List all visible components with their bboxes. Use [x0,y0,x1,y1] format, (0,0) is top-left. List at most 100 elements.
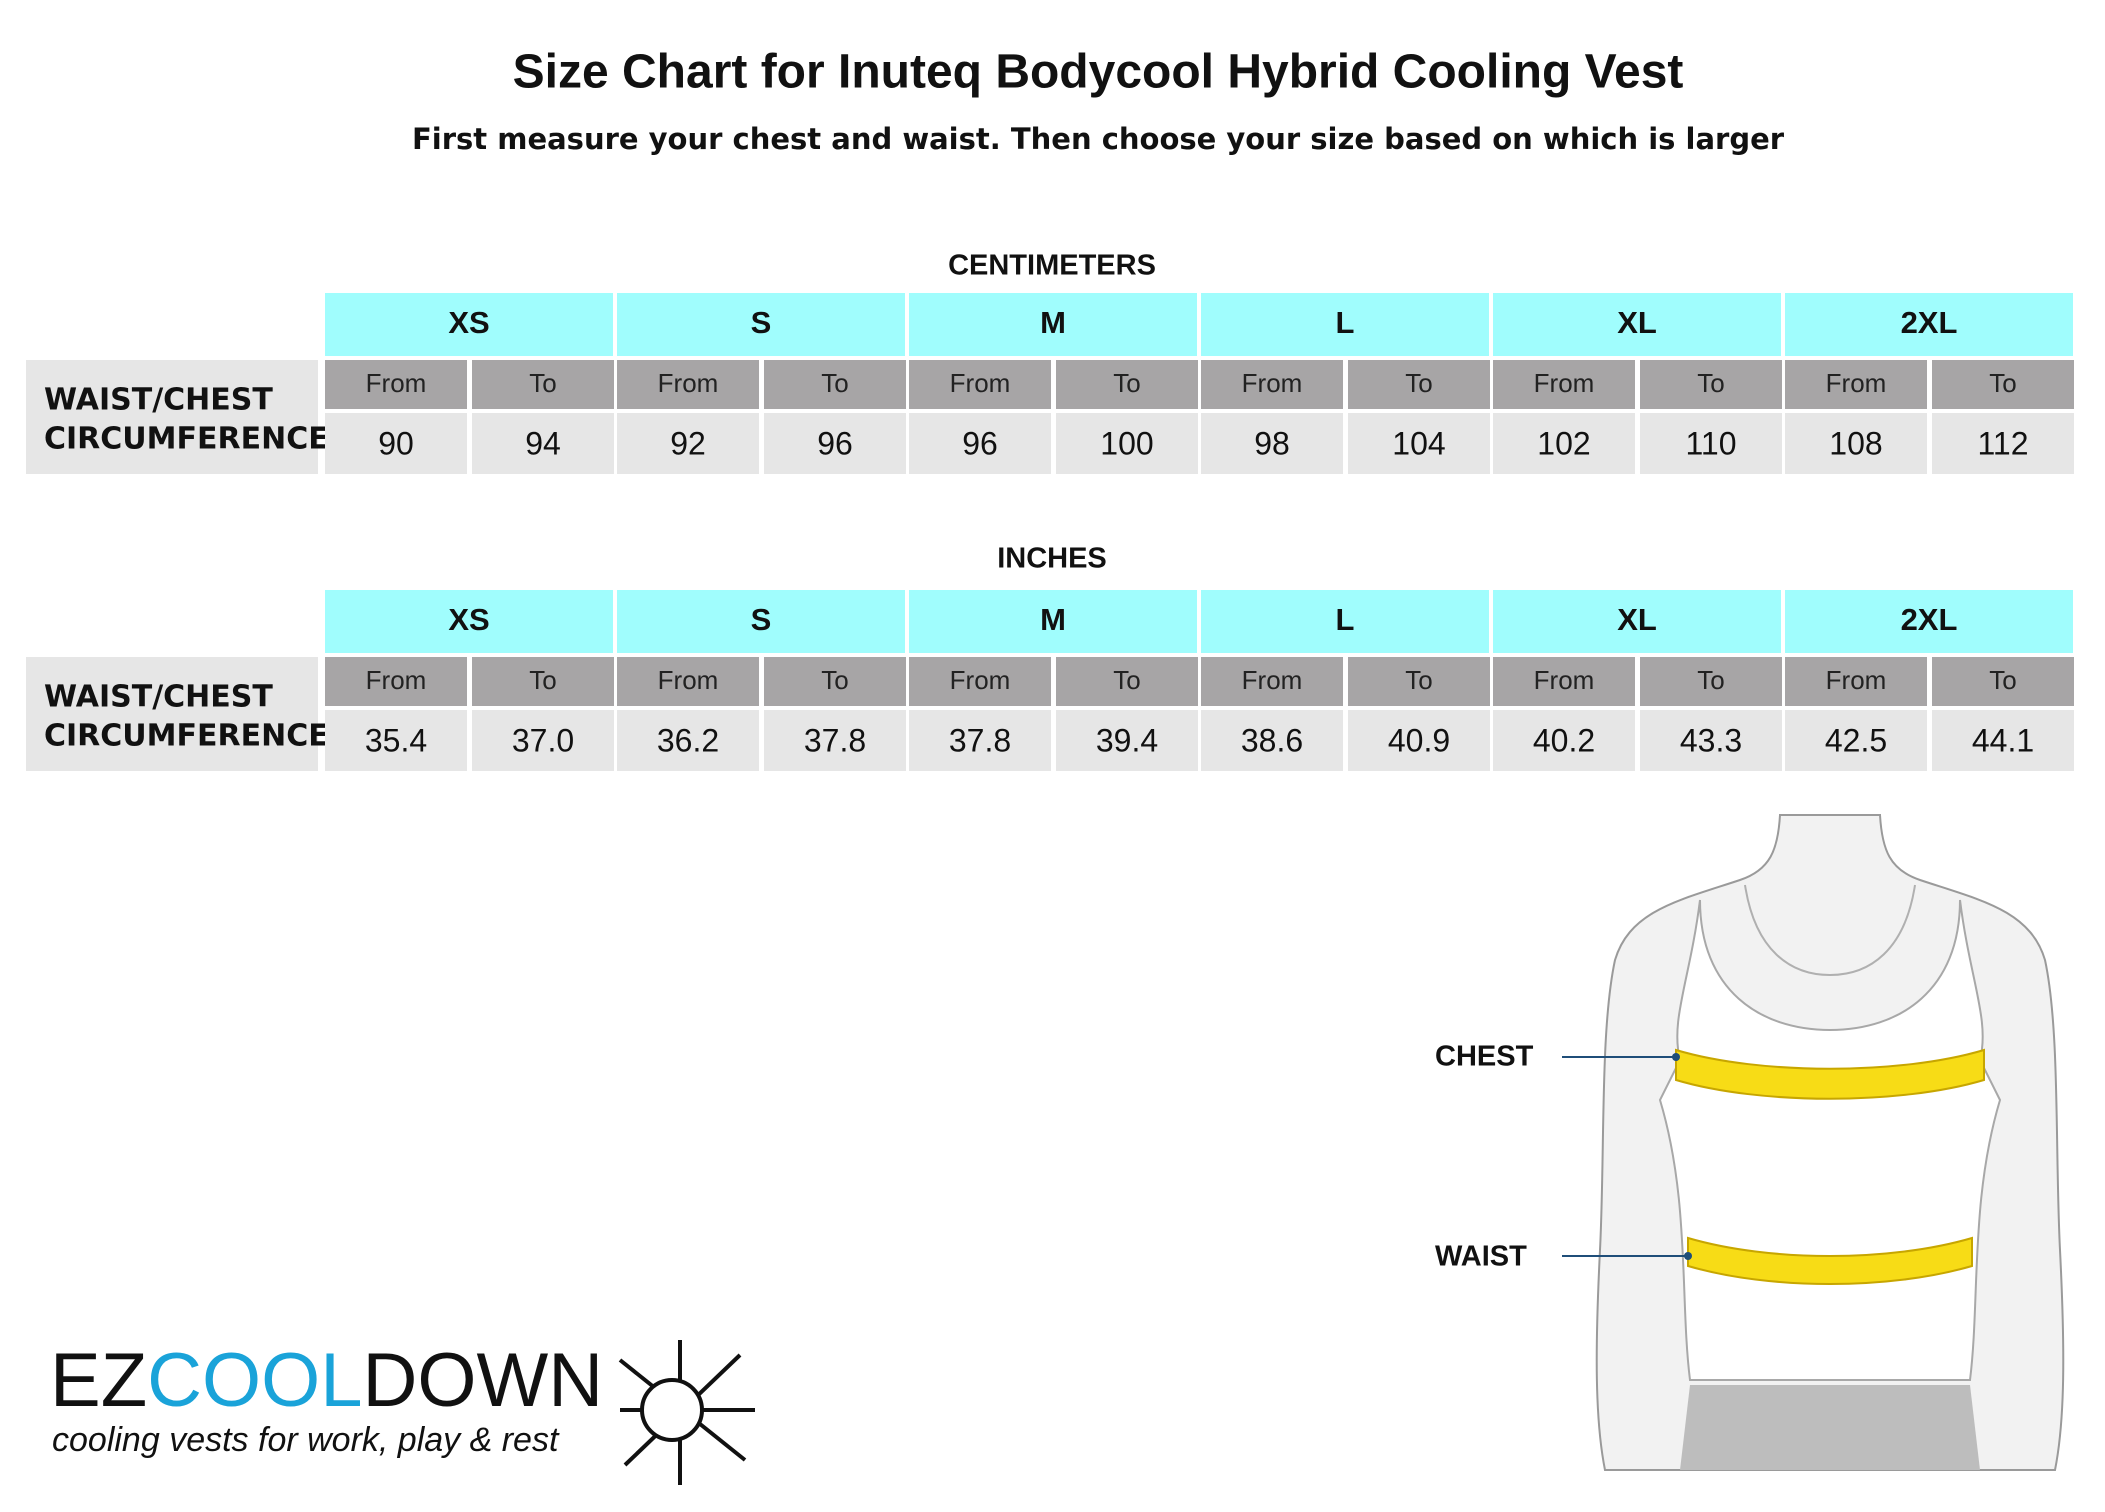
column-header: To [529,665,556,695]
value: 44.1 [1972,722,2034,758]
logo-icon [618,1340,755,1485]
row-label-cell [26,360,318,474]
title: Size Chart for Inuteq Bodycool Hybrid Co… [513,46,1684,99]
column-header: To [1405,665,1432,695]
value-cell [1201,710,1343,771]
value-cell [1785,413,1927,474]
column-header-cell [1785,657,1927,706]
column-header: To [1405,368,1432,398]
value: 110 [1685,425,1736,461]
size-header-cell [1785,293,2073,356]
column-header-cell [1640,657,1782,706]
column-header-cell [1348,657,1490,706]
value: 100 [1100,425,1153,461]
size-header-cell [909,293,1197,356]
value: 39.4 [1096,722,1158,758]
logo: EZCOOLDOWN cooling vests for work, play … [50,1338,755,1485]
value-cell [617,710,759,771]
table-title: CENTIMETERS [948,250,1156,282]
value-cell [1932,710,2074,771]
value-cell [325,710,467,771]
subtitle: First measure your chest and waist. Then… [412,122,1785,156]
value-cell [764,710,906,771]
column-header-cell [1348,360,1490,409]
value: 104 [1392,425,1445,461]
size-header: 2XL [1901,602,1958,637]
column-header-cell [1201,360,1343,409]
column-header: From [1534,665,1595,695]
column-header-cell [909,657,1051,706]
column-header: From [366,368,427,398]
value-cell [1056,413,1198,474]
column-header-cell [325,657,467,706]
size-header: XL [1617,602,1657,637]
column-header-cell [472,657,614,706]
value-cell [1493,413,1635,474]
size-header-cell [325,590,613,653]
column-header: From [658,368,719,398]
column-header-cell [617,657,759,706]
column-header: To [1113,368,1140,398]
value: 102 [1537,425,1590,461]
column-header-cell [1932,657,2074,706]
value: 94 [525,425,561,461]
value: 108 [1829,425,1882,461]
column-header: From [366,665,427,695]
value-cell [1640,413,1782,474]
value-cell [617,413,759,474]
size-header-cell [1493,590,1781,653]
logo-part: COOL [147,1338,362,1423]
value: 36.2 [657,722,719,758]
value-cell [909,413,1051,474]
value-cell [1348,413,1490,474]
value: 40.2 [1533,722,1595,758]
logo-tagline: cooling vests for work, play & rest [52,1421,560,1459]
value-cell [764,413,906,474]
size-header: 2XL [1901,305,1958,340]
column-header-cell [1201,657,1343,706]
waist-label: WAIST [1435,1241,1527,1273]
logo-brand: EZCOOLDOWN [50,1338,603,1423]
value: 38.6 [1241,722,1303,758]
column-header: To [1989,368,2016,398]
column-header: To [529,368,556,398]
column-header-cell [764,360,906,409]
column-header-cell [1785,360,1927,409]
value-cell [1201,413,1343,474]
column-header-cell [909,360,1051,409]
value: 98 [1254,425,1290,461]
column-header: From [1242,368,1303,398]
size-header: XL [1617,305,1657,340]
size-header: M [1040,305,1066,340]
column-header: From [1826,368,1887,398]
value: 37.0 [512,722,574,758]
column-header: To [1697,368,1724,398]
size-header-cell [1785,590,2073,653]
row-label: WAIST/CHEST [44,680,273,715]
value: 37.8 [804,722,866,758]
value-cell [1932,413,2074,474]
size-header-cell [1493,293,1781,356]
row-label: CIRCUMFERENCE [44,719,329,754]
value-cell [1348,710,1490,771]
size-header: M [1040,602,1066,637]
column-header-cell [1056,657,1198,706]
column-header-cell [1056,360,1198,409]
value-cell [1640,710,1782,771]
row-label: CIRCUMFERENCE [44,422,329,457]
column-header: To [821,368,848,398]
logo-part: EZ [50,1338,147,1423]
table-title: INCHES [997,543,1107,575]
value-cell [325,413,467,474]
value: 37.8 [949,722,1011,758]
value: 112 [1977,425,2028,461]
row-label-cell [26,657,318,771]
value: 96 [817,425,853,461]
value: 96 [962,425,998,461]
column-header: To [1697,665,1724,695]
logo-part: DOWN [363,1338,604,1423]
size-header: L [1336,305,1355,340]
value: 43.3 [1680,722,1742,758]
value-cell [1056,710,1198,771]
column-header-cell [1932,360,2074,409]
